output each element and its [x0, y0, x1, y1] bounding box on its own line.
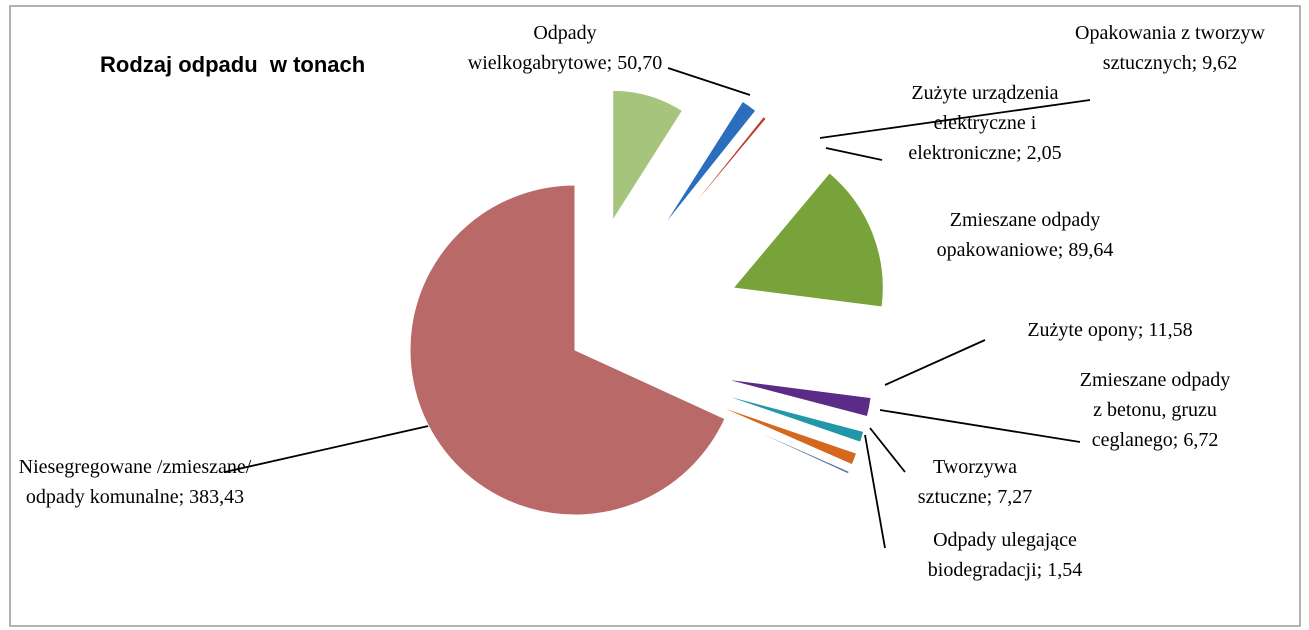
- leader-lines: [224, 67, 1091, 549]
- pie-slice: [409, 184, 726, 516]
- data-label: Zużyte opony; 11,58: [990, 315, 1230, 345]
- data-label: Zmieszane odpady z betonu, gruzu ceglane…: [1078, 365, 1232, 455]
- category-label: Opakowania z tworzyw sztucznych;: [1075, 22, 1265, 74]
- leader-line: [667, 67, 751, 96]
- pie-slice: [711, 410, 850, 475]
- pie-slice: [718, 392, 865, 443]
- value-label: 89,64: [1068, 239, 1114, 261]
- category-label: Tworzywa sztuczne;: [917, 456, 1018, 508]
- category-label: Zużyte urządzenia elektryczne i elektron…: [908, 82, 1059, 164]
- leader-line: [864, 434, 886, 549]
- pie-slice: [612, 89, 684, 223]
- value-label: 7,27: [997, 486, 1033, 508]
- value-label: 1,54: [1047, 559, 1083, 581]
- data-label: Odpady ulegające biodegradacji; 1,54: [880, 525, 1130, 585]
- category-label: Zmieszane odpady z betonu, gruzu ceglane…: [1079, 369, 1231, 451]
- chart-frame: [9, 5, 1301, 627]
- data-label: Niesegregowane /zmieszane/ odpady komuna…: [15, 452, 255, 512]
- pie-slice: [732, 172, 884, 308]
- data-label: Tworzywa sztuczne; 7,27: [895, 452, 1055, 512]
- pie-slice: [661, 100, 757, 229]
- pie-slice: [722, 378, 872, 418]
- value-label: 9,62: [1202, 52, 1238, 74]
- category-label: Odpady ulegające biodegradacji;: [927, 529, 1077, 581]
- leader-line: [825, 147, 883, 161]
- category-label: Zużyte opony;: [1027, 319, 1144, 341]
- leader-line: [869, 427, 906, 473]
- category-label: Zmieszane odpady opakowaniowe;: [936, 209, 1101, 261]
- pie-slice: [669, 115, 767, 235]
- category-label: Odpady wielkogabrytowe;: [467, 22, 613, 74]
- leader-line: [224, 419, 456, 473]
- data-label: Zużyte urządzenia elektryczne i elektron…: [880, 78, 1090, 168]
- value-label: 50,70: [617, 52, 663, 74]
- data-label: Odpady wielkogabrytowe; 50,70: [465, 18, 665, 78]
- value-label: 2,05: [1026, 142, 1062, 164]
- value-label: 383,43: [189, 486, 245, 508]
- chart-title: Rodzaj odpadu w tonach: [100, 52, 366, 77]
- leader-line: [884, 339, 986, 386]
- data-label: Zmieszane odpady opakowaniowe; 89,64: [900, 205, 1150, 265]
- pie-slice: [714, 404, 858, 466]
- value-label: 6,72: [1183, 429, 1219, 451]
- value-label: 11,58: [1148, 319, 1193, 341]
- category-label: Niesegregowane /zmieszane/ odpady komuna…: [18, 456, 252, 508]
- leader-line: [879, 409, 1081, 443]
- leader-line: [819, 99, 1091, 139]
- data-label: Opakowania z tworzyw sztucznych; 9,62: [1075, 18, 1265, 78]
